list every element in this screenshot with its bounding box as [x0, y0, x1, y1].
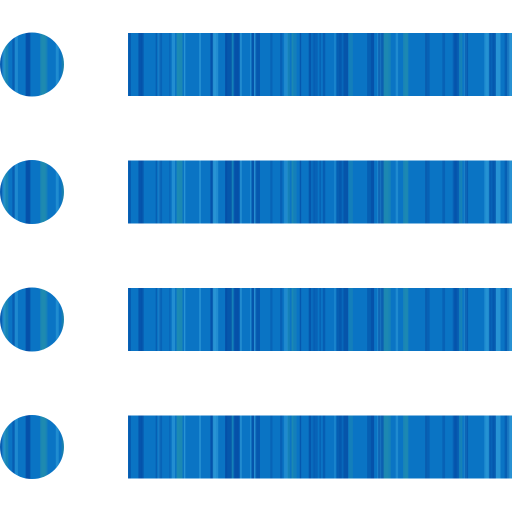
- list-row: [0, 287, 512, 352]
- list-bar: [128, 415, 512, 479]
- list-row: [0, 32, 512, 97]
- list-row: [0, 160, 512, 224]
- list-rows: [0, 32, 512, 479]
- bullet-dot: [0, 32, 64, 97]
- bullet-dot: [0, 287, 64, 352]
- list-bar: [128, 160, 512, 224]
- list-row: [0, 415, 512, 479]
- bullet-dot: [0, 160, 64, 224]
- bullet-dot: [0, 415, 64, 479]
- list-bar: [128, 288, 512, 351]
- list-bar: [128, 33, 512, 96]
